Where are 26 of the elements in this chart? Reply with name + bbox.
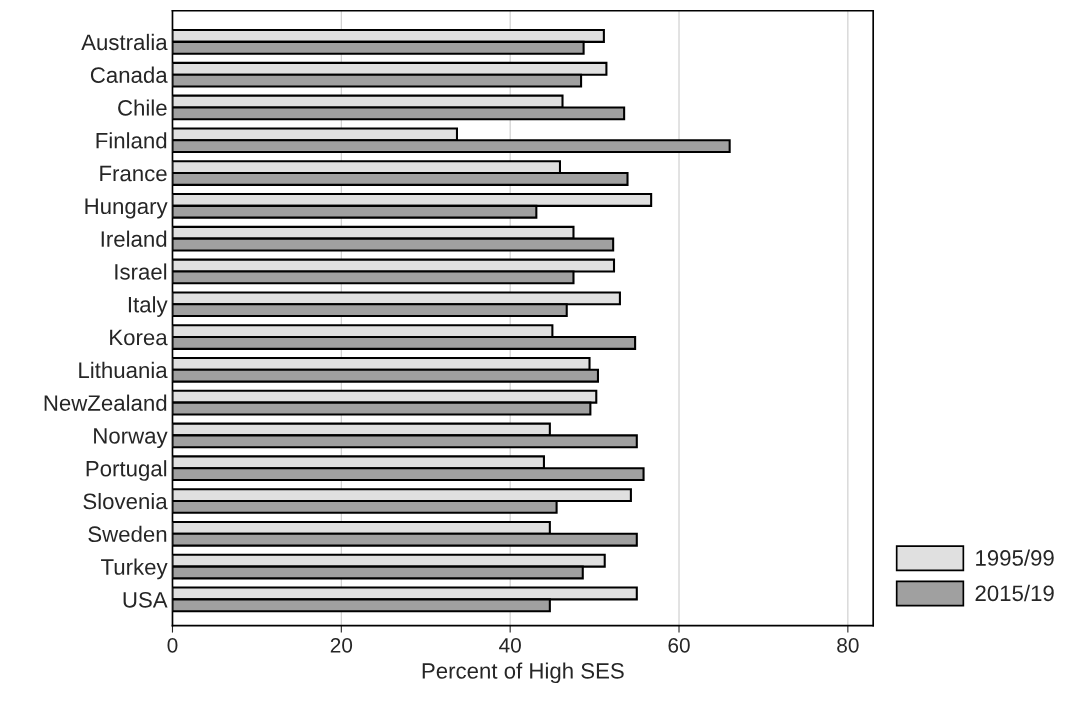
y-tick-label: Italy	[128, 296, 168, 317]
y-tick-label: Israel	[115, 263, 167, 280]
y-tick-label: Norway	[94, 428, 168, 449]
legend-label: 1995/99	[976, 549, 1054, 566]
x-tick-label: 80	[837, 637, 859, 653]
y-tick-label: Portugal	[86, 460, 167, 481]
x-tick-label: 0	[167, 637, 178, 653]
y-tick-label: USA	[123, 591, 168, 608]
x-tick-label: 20	[330, 637, 353, 653]
legend-label: 2015/19	[975, 584, 1054, 602]
y-tick-label: Canada	[90, 66, 168, 83]
x-axis-title: Percent of High SES	[422, 662, 624, 684]
x-tick-label: 40	[499, 637, 521, 653]
y-tick-label: Turkey	[101, 558, 168, 580]
y-tick-label: Australia	[81, 33, 168, 51]
y-tick-label: Lithuania	[79, 361, 168, 379]
y-tick-label: France	[100, 165, 167, 182]
y-tick-label: Slovenia	[83, 492, 168, 510]
y-tick-label: NewZealand	[44, 394, 167, 411]
y-tick-label: Korea	[110, 329, 168, 346]
x-tick-label: 60	[668, 637, 690, 653]
y-tick-label: Finland	[96, 132, 167, 149]
y-tick-label: Ireland	[101, 230, 167, 247]
y-tick-label: Hungary	[85, 198, 168, 219]
y-tick-label: Chile	[118, 99, 167, 116]
y-tick-label: Sweden	[88, 525, 167, 543]
